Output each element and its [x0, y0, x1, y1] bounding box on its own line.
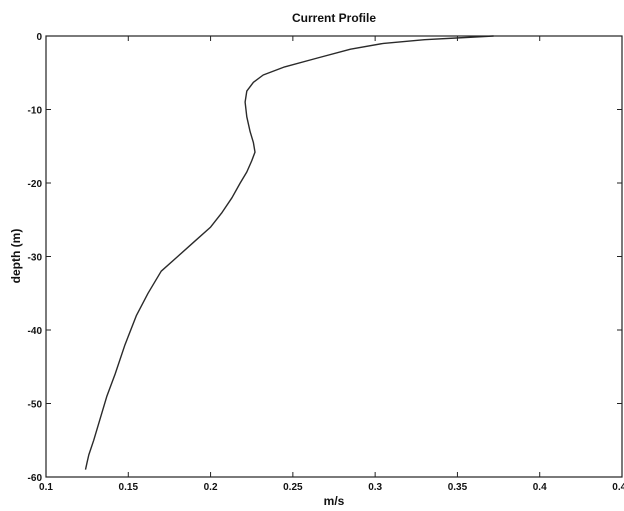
x-tick-label: 0.45 — [612, 482, 624, 493]
axis-ticks: 0.1 0.15 0.2 0.25 0.3 0.35 0.4 0.45 0 -10 -20 -30 -4… — [28, 32, 624, 493]
x-tick-label: 0.1 — [39, 482, 53, 493]
x-tick-label: 0.2 — [204, 482, 218, 493]
y-tick-label: -20 — [28, 179, 43, 190]
x-tick-label: 0.3 — [368, 482, 382, 493]
y-axis-label: depth (m) — [9, 229, 23, 284]
x-axis-label: m/s — [324, 494, 345, 508]
y-tick-label: -60 — [28, 473, 43, 484]
x-tick-label: 0.25 — [283, 482, 303, 493]
y-tick-label: -40 — [28, 326, 43, 337]
x-tick-label: 0.15 — [119, 482, 139, 493]
chart-title: Current Profile — [292, 11, 376, 25]
series-group — [84, 35, 494, 470]
x-tick-label: 0.4 — [533, 482, 547, 493]
y-tick-label: -10 — [28, 106, 43, 117]
plot-frame — [45, 35, 623, 478]
series-line — [84, 35, 494, 470]
y-tick-label: 0 — [36, 32, 42, 43]
y-tick-label: -50 — [28, 400, 43, 411]
x-tick-label: 0.35 — [448, 482, 468, 493]
y-tick-label: -30 — [28, 253, 43, 264]
